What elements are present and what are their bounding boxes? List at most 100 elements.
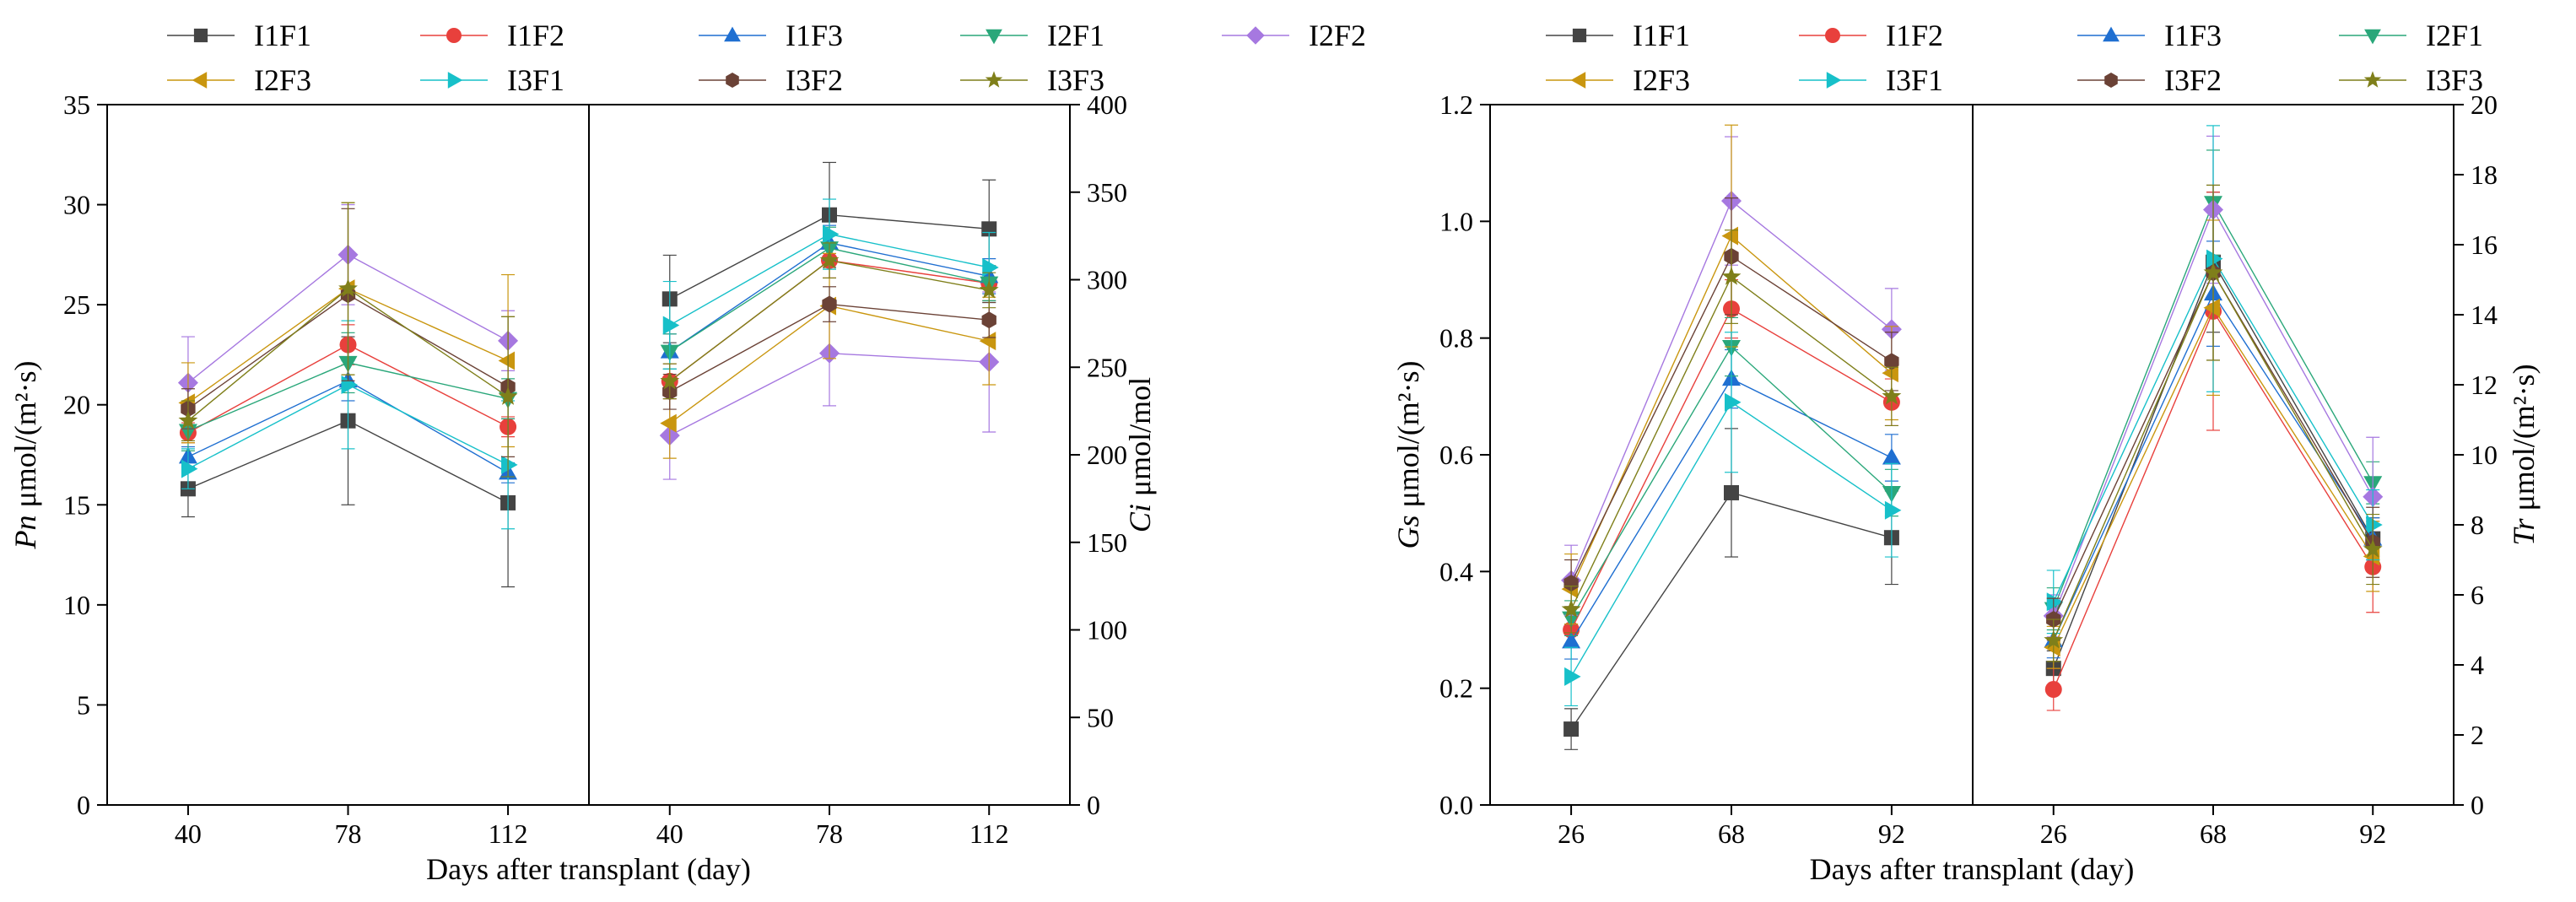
legend-item-i2f1: I2F1: [960, 19, 1104, 52]
xtick-label: 40: [175, 818, 202, 849]
right-ytick-label: 250: [1087, 352, 1127, 382]
legend-marker-triangle-down: [2364, 29, 2381, 45]
data-point-square: [1724, 484, 1739, 500]
left-ytick-label: 0.0: [1439, 790, 1473, 820]
legend-label-i3f1: I3F1: [1886, 63, 1943, 97]
legend-item-i2f3: I2F3: [1546, 63, 1690, 97]
legend-item-i3f2: I3F2: [2077, 63, 2222, 97]
left-ytick-label: 0.6: [1439, 440, 1473, 470]
legend-label-i3f3: I3F3: [1047, 63, 1104, 97]
right-ytick-label: 50: [1087, 702, 1114, 732]
left-ytick-label: 1.2: [1439, 89, 1473, 120]
legend-marker-triangle-right: [1826, 72, 1842, 89]
left-ytick-label: 0.8: [1439, 323, 1473, 354]
left-ylabel: Gs μmol/(m²·s): [1391, 360, 1425, 548]
right-ytick-label: 400: [1087, 89, 1127, 120]
legend-marker-triangle-down: [986, 29, 1002, 45]
legend-label-i2f3: I2F3: [254, 63, 311, 97]
data-point-triangle-up: [1882, 447, 1901, 465]
data-point-star: [660, 370, 680, 390]
xtick-label: 68: [1718, 818, 1745, 849]
right-ytick-label: 20: [2471, 89, 2498, 120]
data-point-hexagon: [822, 295, 837, 313]
left-ytick-label: 30: [63, 190, 90, 220]
right-ytick-label: 200: [1087, 440, 1127, 470]
legend-marker-circle: [1825, 28, 1840, 43]
legend-label-i1f2: I1F2: [507, 19, 564, 52]
right-ytick-label: 4: [2471, 650, 2484, 680]
legend-item-i3f3: I3F3: [960, 63, 1104, 97]
right-ytick-label: 300: [1087, 265, 1127, 295]
data-point-triangle-right: [181, 459, 198, 478]
left-ytick-label: 5: [77, 689, 90, 720]
legend-label-i1f1: I1F1: [254, 19, 311, 52]
data-point-square: [1563, 721, 1580, 737]
right-ytick-label: 8: [2471, 510, 2484, 540]
xtick-label: 26: [2040, 818, 2067, 849]
legend-marker-triangle-up: [724, 26, 741, 42]
xtick-label: 78: [816, 818, 843, 849]
left-ytick-label: 25: [63, 289, 90, 320]
data-point-triangle-right: [2366, 516, 2383, 534]
right-ytick-label: 12: [2471, 370, 2498, 400]
legend-item-i1f3: I1F3: [2077, 19, 2222, 52]
data-point-triangle-left: [498, 351, 516, 370]
series-i3f3: [178, 202, 518, 478]
data-point-star: [1882, 386, 1902, 405]
legend-item-i1f1: I1F1: [167, 19, 311, 52]
legend-marker-circle: [446, 28, 462, 43]
right-ytick-label: 18: [2471, 159, 2498, 190]
left-panel: 40 78 112: [175, 202, 527, 849]
chart-1: 0.00.20.40.60.81.01.202468101214161820Gs…: [1391, 89, 2541, 886]
series-i3f3: [660, 242, 999, 400]
legend-marker-hexagon: [2104, 73, 2118, 88]
legend-label-i3f2: I3F2: [786, 63, 843, 97]
data-point-triangle-right: [1725, 392, 1742, 412]
data-point-triangle-right: [982, 257, 999, 277]
left-ylabel: Pn μmol/(m²·s): [8, 360, 42, 549]
legend-label-i2f2: I2F2: [1309, 19, 1366, 52]
legend-label-i1f3: I1F3: [786, 19, 843, 52]
series-i3f1: [1564, 332, 1902, 707]
data-point-star: [2203, 262, 2223, 281]
right-panel: 26 68 92: [2040, 125, 2386, 849]
data-point-star: [178, 410, 198, 429]
legend-item-i1f2: I1F2: [420, 19, 564, 52]
data-point-hexagon: [981, 311, 996, 329]
right-ytick-label: 100: [1087, 615, 1127, 645]
legend-label-i2f3: I2F3: [1633, 63, 1690, 97]
data-point-triangle-up: [1562, 631, 1581, 649]
xtick-label: 26: [1558, 818, 1585, 849]
left-ytick-label: 0.2: [1439, 673, 1473, 704]
legend-label-i3f1: I3F1: [507, 63, 564, 97]
data-point-star: [979, 279, 999, 299]
data-point-triangle-left: [1721, 226, 1738, 246]
data-point-triangle-right: [501, 455, 518, 474]
xtick-label: 40: [656, 818, 683, 849]
left-ytick-label: 1.0: [1439, 206, 1473, 236]
right-ytick-label: 14: [2471, 300, 2498, 330]
legend-label-i3f2: I3F2: [2164, 63, 2222, 97]
data-point-circle: [2044, 681, 2062, 699]
legend-item-i3f1: I3F1: [1799, 63, 1943, 97]
series-i1f1: [1563, 428, 1899, 750]
chart-0: 05101520253035050100150200250300350400Pn…: [8, 89, 1157, 886]
legend-marker-triangle-up: [2103, 26, 2120, 42]
left-ytick-label: 35: [63, 89, 90, 120]
data-point-hexagon: [1563, 575, 1579, 592]
right-ytick-label: 150: [1087, 527, 1127, 558]
left-ytick-label: 10: [63, 590, 90, 620]
legend-item-i1f3: I1F3: [699, 19, 843, 52]
legend-label-i1f1: I1F1: [1633, 19, 1690, 52]
legend-item-i2f3: I2F3: [167, 63, 311, 97]
data-point-triangle-right: [662, 316, 680, 335]
left-ytick-label: 0: [77, 790, 90, 820]
legend-marker-square: [193, 28, 208, 43]
xtick-label: 68: [2200, 818, 2227, 849]
legend-marker-diamond: [1246, 26, 1265, 45]
right-ylabel: Ci μmol/mol: [1123, 377, 1157, 532]
legend-marker-star: [2363, 71, 2382, 88]
xtick-label: 92: [1878, 818, 1905, 849]
